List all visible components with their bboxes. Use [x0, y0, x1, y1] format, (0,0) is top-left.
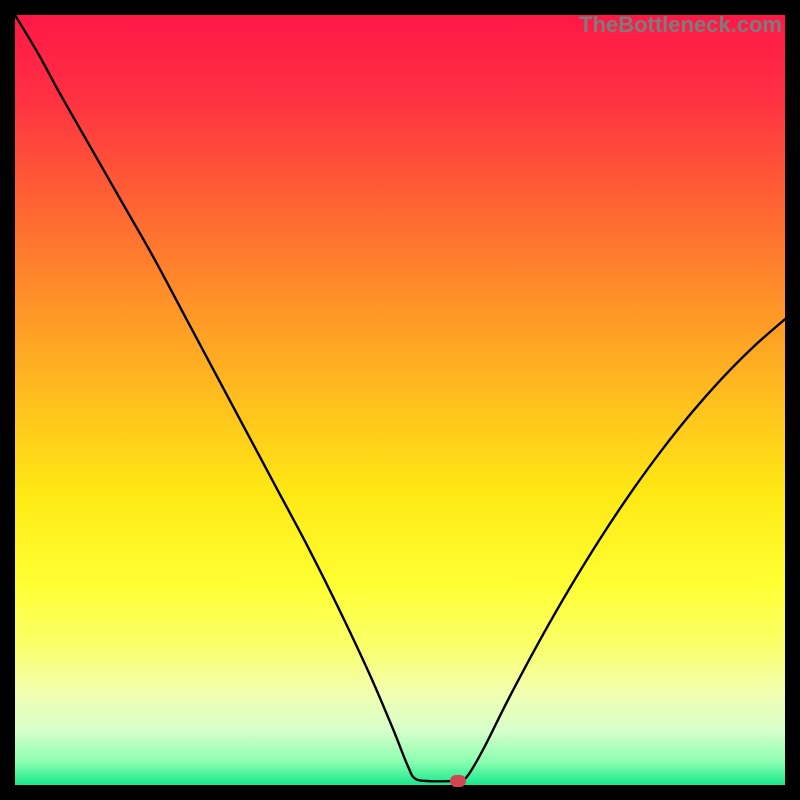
plot-area: [15, 15, 785, 785]
chart-frame: TheBottleneck.com: [0, 0, 800, 800]
attribution-text: TheBottleneck.com: [579, 12, 782, 38]
optimal-point-marker: [450, 775, 466, 787]
bottleneck-curve: [15, 15, 785, 785]
